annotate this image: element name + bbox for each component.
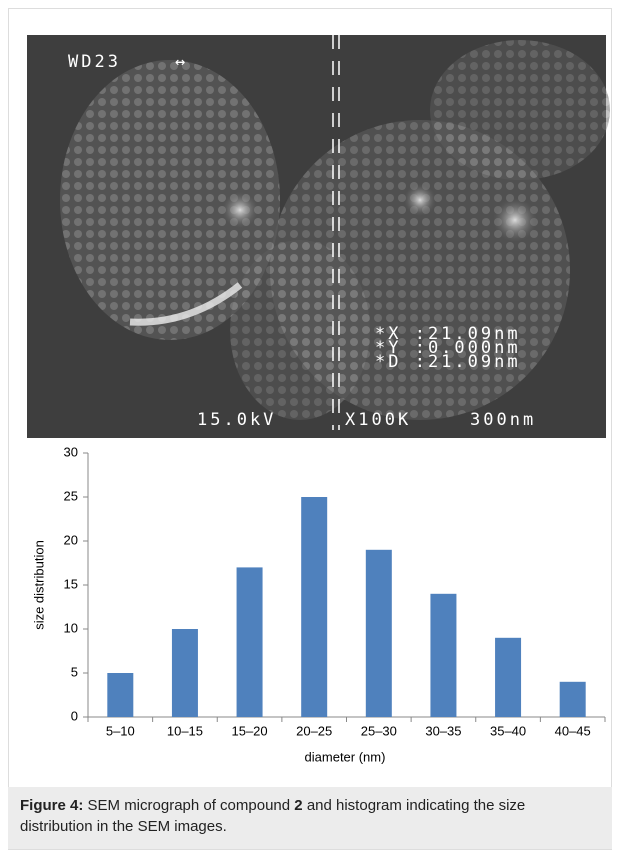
sem-arrow: ↔	[175, 52, 188, 72]
caption-compound: 2	[294, 797, 303, 814]
caption-label: Figure 4:	[20, 797, 84, 814]
bar	[495, 637, 522, 717]
y-tick-label: 10	[64, 620, 78, 635]
sem-label: X100K	[345, 410, 411, 430]
sem-label: 15.0kV	[197, 410, 276, 430]
x-tick-label: 10–15	[167, 723, 203, 738]
y-axis-title: size distribution	[31, 540, 46, 630]
bar	[107, 673, 134, 717]
y-tick-label: 20	[64, 532, 78, 547]
sem-image: WD23 ↔ *X :21.09nm *Y :0.000nm *D :21.09…	[27, 35, 610, 438]
y-tick-label: 0	[71, 708, 78, 723]
x-tick-label: 25–30	[361, 723, 397, 738]
x-tick-label: 30–35	[425, 723, 461, 738]
caption: Figure 4: SEM micrograph of compound 2 a…	[8, 787, 612, 849]
x-tick-label: 40–45	[555, 723, 591, 738]
bar	[365, 549, 392, 717]
figure: WD23 ↔ *X :21.09nm *Y :0.000nm *D :21.09…	[27, 35, 610, 764]
bar	[559, 681, 586, 717]
x-tick-label: 5–10	[106, 723, 135, 738]
bar	[301, 497, 328, 717]
sem-label: 300nm	[470, 410, 536, 430]
y-tick-label: 5	[71, 664, 78, 679]
y-tick-label: 25	[64, 488, 78, 503]
x-tick-label: 35–40	[490, 723, 526, 738]
bar	[430, 593, 457, 717]
caption-text: and histogram indicating the size distri…	[20, 797, 526, 835]
bar	[236, 567, 263, 717]
y-tick-label: 15	[64, 576, 78, 591]
x-tick-label: 20–25	[296, 723, 332, 738]
y-tick-label: 30	[64, 444, 78, 459]
bar	[171, 629, 198, 717]
x-axis-title: diameter (nm)	[305, 749, 386, 764]
figure-frame	[8, 8, 612, 850]
sem-label: *Y :0.000nm	[375, 338, 521, 358]
x-tick-label: 15–20	[231, 723, 267, 738]
sem-label: WD23	[68, 52, 121, 72]
sem-label: *D :21.09nm	[375, 352, 521, 372]
caption-text: SEM micrograph of compound	[87, 797, 291, 814]
sem-label: *X :21.09nm	[375, 324, 521, 344]
